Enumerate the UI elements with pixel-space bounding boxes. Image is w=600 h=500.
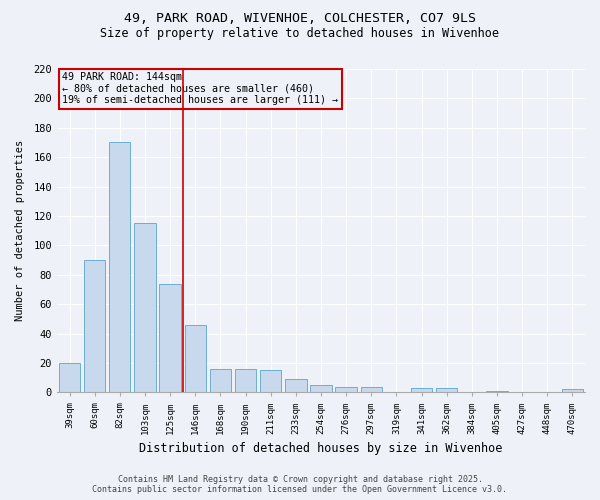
Bar [260,370,281,392]
Bar [562,390,583,392]
Bar [436,388,457,392]
Bar [310,385,332,392]
Text: Contains HM Land Registry data © Crown copyright and database right 2025.
Contai: Contains HM Land Registry data © Crown c… [92,474,508,494]
Text: 49 PARK ROAD: 144sqm
← 80% of detached houses are smaller (460)
19% of semi-deta: 49 PARK ROAD: 144sqm ← 80% of detached h… [62,72,338,106]
Y-axis label: Number of detached properties: Number of detached properties [15,140,25,322]
Bar [235,369,256,392]
X-axis label: Distribution of detached houses by size in Wivenhoe: Distribution of detached houses by size … [139,442,503,455]
Text: 49, PARK ROAD, WIVENHOE, COLCHESTER, CO7 9LS: 49, PARK ROAD, WIVENHOE, COLCHESTER, CO7… [124,12,476,26]
Bar [109,142,130,392]
Bar [335,386,357,392]
Bar [210,369,231,392]
Bar [134,224,155,392]
Bar [487,391,508,392]
Bar [59,363,80,392]
Text: Size of property relative to detached houses in Wivenhoe: Size of property relative to detached ho… [101,28,499,40]
Bar [361,386,382,392]
Bar [160,284,181,393]
Bar [411,388,432,392]
Bar [185,325,206,392]
Bar [285,379,307,392]
Bar [84,260,106,392]
